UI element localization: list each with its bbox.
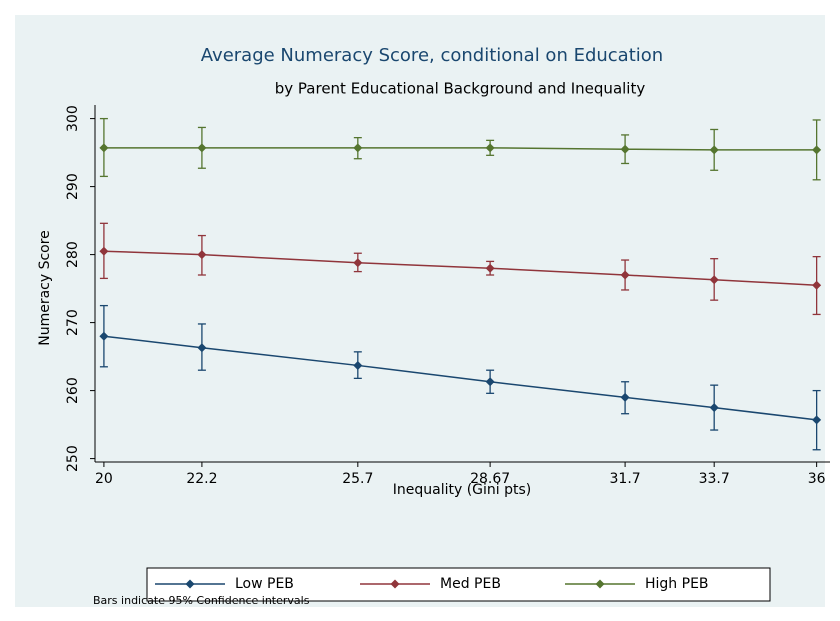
legend-marker: [390, 579, 400, 589]
point: [485, 377, 495, 387]
y-tick-label: 250: [65, 445, 81, 472]
chart-title: Average Numeracy Score, conditional on E…: [201, 45, 663, 66]
point: [620, 270, 630, 280]
x-tick-label: 25.7: [342, 471, 373, 487]
point: [709, 403, 719, 413]
point: [353, 258, 363, 268]
x-tick-label: 33.7: [699, 471, 730, 487]
point: [99, 246, 109, 256]
point: [485, 143, 495, 153]
point: [812, 415, 822, 425]
legend-marker: [185, 579, 195, 589]
y-tick-label: 300: [65, 105, 81, 132]
x-tick-label: 20: [95, 471, 113, 487]
point: [353, 360, 363, 370]
x-tick-label: 31.7: [610, 471, 641, 487]
x-tick-label: 36: [808, 471, 826, 487]
point: [485, 263, 495, 273]
point: [709, 275, 719, 285]
point: [197, 250, 207, 260]
x-axis-label: Inequality (Gini pts): [393, 482, 532, 498]
point: [812, 145, 822, 155]
chart-subtitle: by Parent Educational Background and Ine…: [275, 80, 646, 98]
y-tick-label: 260: [65, 377, 81, 404]
legend-box: [146, 567, 771, 602]
point: [197, 143, 207, 153]
y-axis-label: Numeracy Score: [37, 230, 53, 346]
legend-label: Med PEB: [440, 576, 501, 592]
background: [15, 15, 825, 607]
point: [620, 392, 630, 402]
point: [353, 143, 363, 153]
note: Bars indicate 95% Confidence intervals: [93, 594, 310, 607]
x-tick-label: 28.67: [470, 471, 510, 487]
point: [620, 144, 630, 154]
x-tick-label: 22.2: [186, 471, 217, 487]
point: [709, 145, 719, 155]
y-tick-label: 280: [65, 241, 81, 268]
point: [812, 280, 822, 290]
point: [99, 143, 109, 153]
point: [197, 343, 207, 353]
point: [99, 331, 109, 341]
legend-label: High PEB: [645, 576, 709, 592]
legend-marker: [595, 579, 605, 589]
legend-label: Low PEB: [235, 576, 294, 592]
y-tick-label: 270: [65, 309, 81, 336]
y-tick-label: 290: [65, 173, 81, 200]
